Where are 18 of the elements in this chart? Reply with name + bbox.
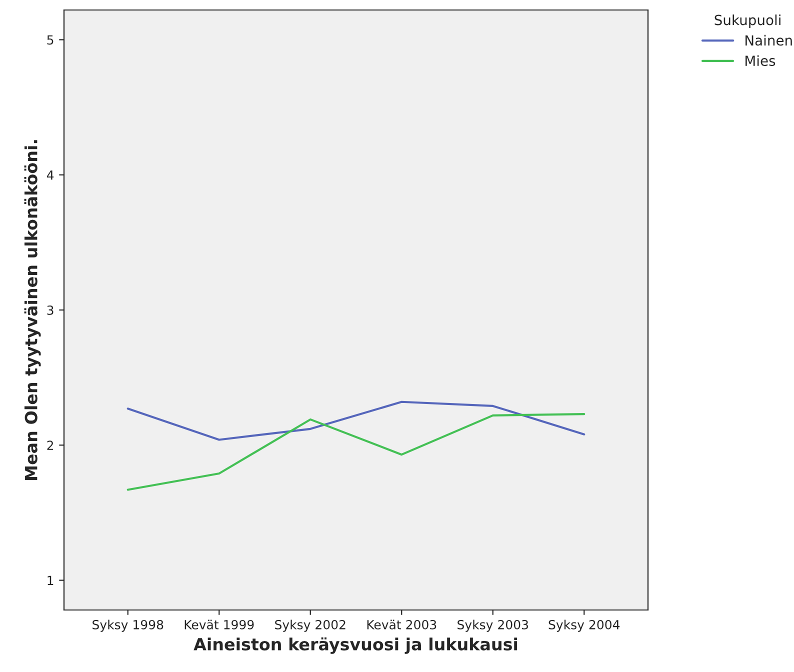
x-tick-label: Kevät 1999 xyxy=(184,620,254,630)
x-tick-label: Kevät 2003 xyxy=(367,620,436,630)
x-tick-label: Syksy 2004 xyxy=(548,620,620,632)
x-axis-title: Aineiston keräysvuosi ja lukukausi xyxy=(194,637,518,654)
line-series xyxy=(126,400,586,441)
y-tick-label: 1 xyxy=(48,576,54,586)
y-tick-label: 5 xyxy=(47,35,54,45)
legend-title: Sukupuoli xyxy=(714,14,780,28)
line-series xyxy=(126,413,586,491)
legend-label: Mies xyxy=(746,55,776,66)
y-tick-label: 3 xyxy=(47,305,54,315)
x-tick-label: Syksy 2002 xyxy=(275,620,346,632)
y-tick-label: 2 xyxy=(47,440,54,450)
y-axis-title: Mean Olen tyytyväinen ulkonäkööni. xyxy=(24,140,41,480)
legend-label: Nainen xyxy=(746,34,792,46)
x-tick-label: Syksy 2003 xyxy=(458,620,528,632)
y-tick-label: 4 xyxy=(46,170,54,180)
x-tick-label: Syksy 1998 xyxy=(92,620,164,632)
